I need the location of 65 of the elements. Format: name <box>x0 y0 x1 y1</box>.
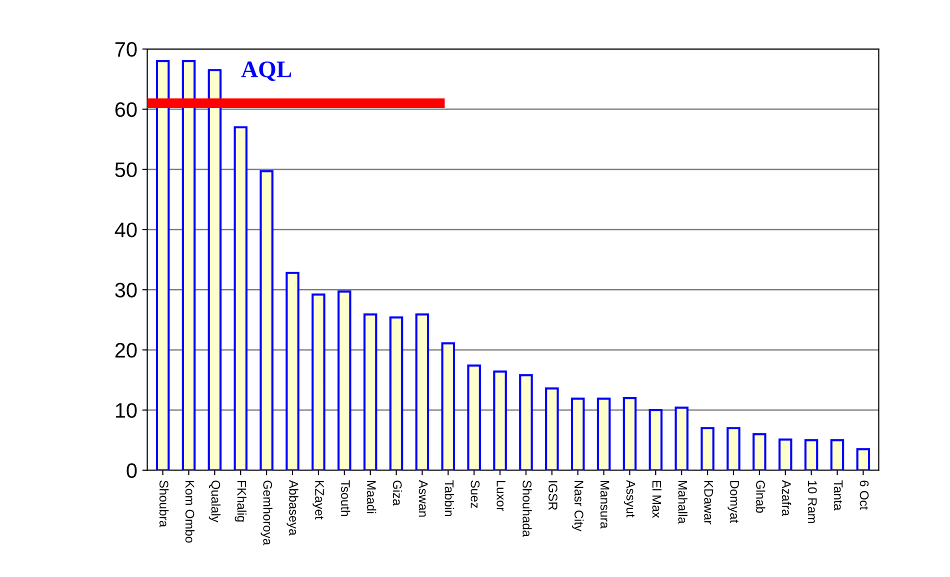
bar <box>493 370 507 470</box>
bar <box>312 294 326 470</box>
x-tick-label: Kom Ombo <box>185 481 195 543</box>
bar <box>156 60 170 470</box>
x-tick-label: IGSR <box>548 481 558 510</box>
bar <box>286 272 300 470</box>
y-tick-label: 0 <box>126 463 137 478</box>
y-tick-label: 40 <box>114 222 137 238</box>
ref-line-label: AQL <box>241 61 292 81</box>
x-tick-label: 6 Oct <box>860 480 869 510</box>
x-tick-label: KZayet <box>312 481 324 520</box>
y-tick-label: 60 <box>115 102 137 117</box>
x-tick-label: Tanta <box>834 480 843 511</box>
bar <box>467 364 481 470</box>
x-tick-label: Glnab <box>756 480 766 513</box>
x-tick-label: Tsouth <box>341 480 350 516</box>
x-tick-label: Azafra <box>782 480 792 516</box>
y-tick-label: 10 <box>116 403 137 418</box>
bar <box>700 427 714 470</box>
x-tick-label: Gemhoroya <box>260 480 272 546</box>
x-tick-label: El Max <box>652 481 662 518</box>
x-tick-label: KDawar <box>704 481 713 524</box>
bar <box>752 433 766 470</box>
x-tick-label: Tabbin <box>444 480 454 516</box>
y-tick-label: 50 <box>115 162 137 178</box>
bar <box>648 409 663 470</box>
bar <box>338 290 352 470</box>
bar <box>208 69 222 470</box>
x-tick-label: Mahalla <box>678 481 688 524</box>
y-tick-label: 70 <box>115 42 137 57</box>
y-tick-label: 30 <box>115 282 137 298</box>
bar <box>441 342 456 470</box>
bar <box>519 374 533 470</box>
x-tick-label: Abbaseya <box>286 480 298 536</box>
x-tick-label: 10 Ram <box>808 480 817 523</box>
bar <box>622 397 637 470</box>
x-tick-label: Assyut <box>624 480 636 518</box>
x-tick-label: Shoubra <box>159 480 169 528</box>
bar <box>389 316 404 470</box>
bar <box>545 387 559 470</box>
bar <box>804 439 818 470</box>
bar <box>830 439 844 470</box>
x-tick-label: Domyat <box>728 481 739 523</box>
x-tick-label: Qualaly <box>208 480 221 522</box>
x-tick-label: FKhalig <box>234 481 246 522</box>
bar <box>674 406 688 470</box>
x-tick-label: Mansura <box>600 481 610 529</box>
bar <box>778 438 792 470</box>
x-tick-label: Giza <box>392 480 402 506</box>
bar <box>856 448 870 470</box>
x-tick-label: Shouhada <box>522 480 532 537</box>
bar <box>415 313 430 470</box>
bar <box>182 60 196 470</box>
bar <box>260 170 274 470</box>
x-tick-label: Luxor <box>496 481 506 512</box>
bar <box>726 427 740 470</box>
bar <box>234 126 248 470</box>
x-tick-label: Aswan <box>418 480 428 517</box>
x-tick-label: Suez <box>470 480 480 508</box>
bar <box>596 398 611 470</box>
x-tick-label: Maadi <box>366 481 376 514</box>
bar <box>570 398 585 470</box>
y-tick-label: 20 <box>115 342 137 358</box>
bar <box>363 313 378 470</box>
x-tick-label: Nasr City <box>572 481 584 532</box>
